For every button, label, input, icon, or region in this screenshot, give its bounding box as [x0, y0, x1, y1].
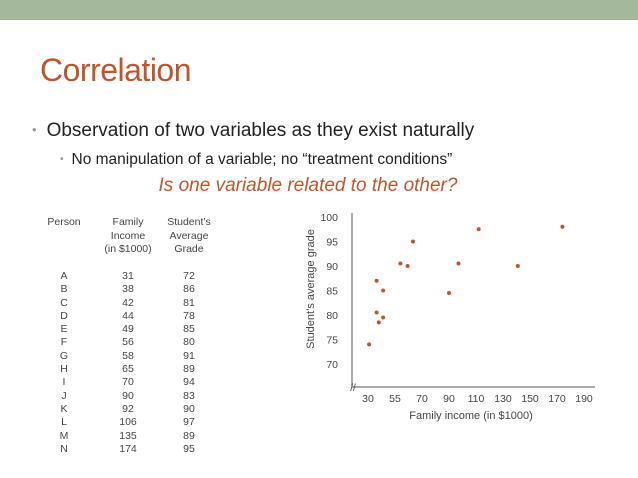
bullet-glyph: •: [32, 122, 37, 137]
grade-cell: 85: [183, 323, 195, 336]
income-cell: 135: [119, 429, 137, 442]
y-tick-label: 90: [326, 261, 338, 273]
x-tick-label: 150: [521, 393, 539, 405]
data-point: [367, 342, 372, 347]
x-tick-label: 190: [575, 393, 593, 405]
income-cell: 90: [122, 389, 134, 402]
slide-title: Correlation: [40, 52, 192, 88]
axis-break-mark: //: [350, 383, 356, 394]
bullet-no-manipulation: • No manipulation of a variable; no “trea…: [60, 151, 452, 169]
bullet-observation: • Observation of two variables as they ex…: [32, 120, 474, 142]
data-point: [411, 239, 415, 244]
scatter-plot: // 70 75 80 85 90 95 100 30 55 70 90 110 130 150 170 190…: [305, 212, 595, 422]
person-cell: J: [61, 389, 67, 402]
income-cell: 65: [122, 363, 134, 376]
data-point: [405, 264, 410, 268]
y-tick-label: 80: [326, 310, 338, 322]
person-cell: E: [60, 323, 68, 336]
income-cell: 49: [122, 323, 134, 336]
header-person: Person: [30, 216, 98, 230]
person-cell: M: [59, 429, 69, 442]
grade-cell: 95: [183, 442, 195, 455]
income-column: 31 38 42 44 49 56 58 65 70 90 92 106 135 174: [98, 270, 158, 456]
grade-cell: 89: [183, 429, 195, 442]
top-bar: [0, 0, 638, 20]
person-cell: N: [60, 442, 68, 455]
grade-cell: 81: [183, 296, 195, 309]
header-grade: Student’s Average Grade: [158, 216, 220, 257]
x-tick-label: 170: [548, 393, 566, 405]
person-cell: G: [59, 349, 69, 362]
y-tick-label: 75: [326, 335, 338, 347]
income-cell: 44: [122, 309, 134, 322]
income-cell: 106: [119, 416, 137, 429]
person-cell: L: [61, 416, 67, 429]
x-tick-label: 110: [468, 393, 485, 405]
person-cell: H: [60, 363, 68, 376]
grade-cell: 91: [183, 349, 195, 362]
grade-cell: 89: [183, 363, 195, 376]
grade-cell: 97: [183, 416, 195, 429]
grade-cell: 94: [183, 376, 195, 389]
bullet-no-manipulation-text: No manipulation of a variable; no “treat…: [71, 151, 453, 168]
data-point: [398, 261, 403, 266]
income-cell: 38: [122, 283, 134, 296]
y-tick-label: 70: [326, 359, 338, 371]
income-cell: 58: [122, 349, 134, 362]
income-cell: 174: [119, 442, 137, 455]
data-point: [447, 290, 451, 295]
data-point: [560, 224, 565, 229]
header-income-line: Family: [112, 216, 144, 228]
grade-cell: 86: [183, 283, 195, 296]
y-axis-label: Student’s average grade: [305, 229, 317, 349]
y-tick-label: 95: [326, 237, 338, 249]
header-grade-line: Student’s: [167, 216, 211, 228]
grade-cell: 83: [183, 389, 195, 402]
income-cell: 31: [122, 270, 134, 282]
header-income: Family Income (in $1000): [98, 216, 158, 257]
x-tick-label: 70: [416, 393, 428, 405]
bullet-glyph: •: [60, 154, 64, 165]
header-person-label: Person: [47, 216, 81, 228]
y-tick-label: 100: [320, 212, 338, 224]
x-axis-label: Family income (in $1000): [409, 410, 533, 422]
grade-cell: 72: [183, 270, 195, 282]
x-tick-label: 130: [494, 393, 512, 405]
person-cell: I: [62, 376, 66, 389]
x-tick-label: 55: [389, 393, 401, 405]
data-point: [374, 278, 379, 283]
x-tick-label: 30: [362, 393, 374, 405]
grade-column: 72 86 81 78 85 80 91 89 94 83 90 97 89 95: [158, 270, 220, 456]
bullet-observation-text: Observation of two variables as they exi…: [46, 120, 475, 141]
y-tick-label: 85: [326, 286, 338, 298]
grade-cell: 80: [183, 336, 195, 349]
header-grade-line: Average: [169, 229, 209, 242]
person-cell: K: [60, 402, 68, 415]
question-text: Is one variable related to the other?: [158, 175, 458, 196]
grade-cell: 78: [183, 309, 195, 322]
person-cell: B: [60, 283, 68, 296]
x-tick-label: 90: [443, 393, 455, 405]
person-cell: C: [60, 296, 68, 309]
data-point: [456, 261, 461, 266]
data-point: [374, 310, 379, 315]
data-point: [476, 227, 481, 232]
header-income-line: Income: [110, 229, 146, 242]
header-income-line: (in $1000): [104, 243, 152, 255]
income-cell: 92: [122, 402, 134, 415]
income-cell: 56: [122, 336, 134, 349]
data-point: [381, 315, 386, 320]
data-point: [376, 320, 381, 325]
data-point: [515, 264, 520, 268]
person-cell: F: [60, 336, 68, 349]
person-cell: D: [60, 309, 68, 322]
income-cell: 42: [122, 296, 134, 309]
data-point: [381, 288, 386, 293]
person-cell: A: [60, 270, 68, 282]
grade-cell: 90: [183, 402, 195, 415]
income-cell: 70: [122, 376, 134, 389]
header-grade-line: Grade: [174, 243, 204, 255]
